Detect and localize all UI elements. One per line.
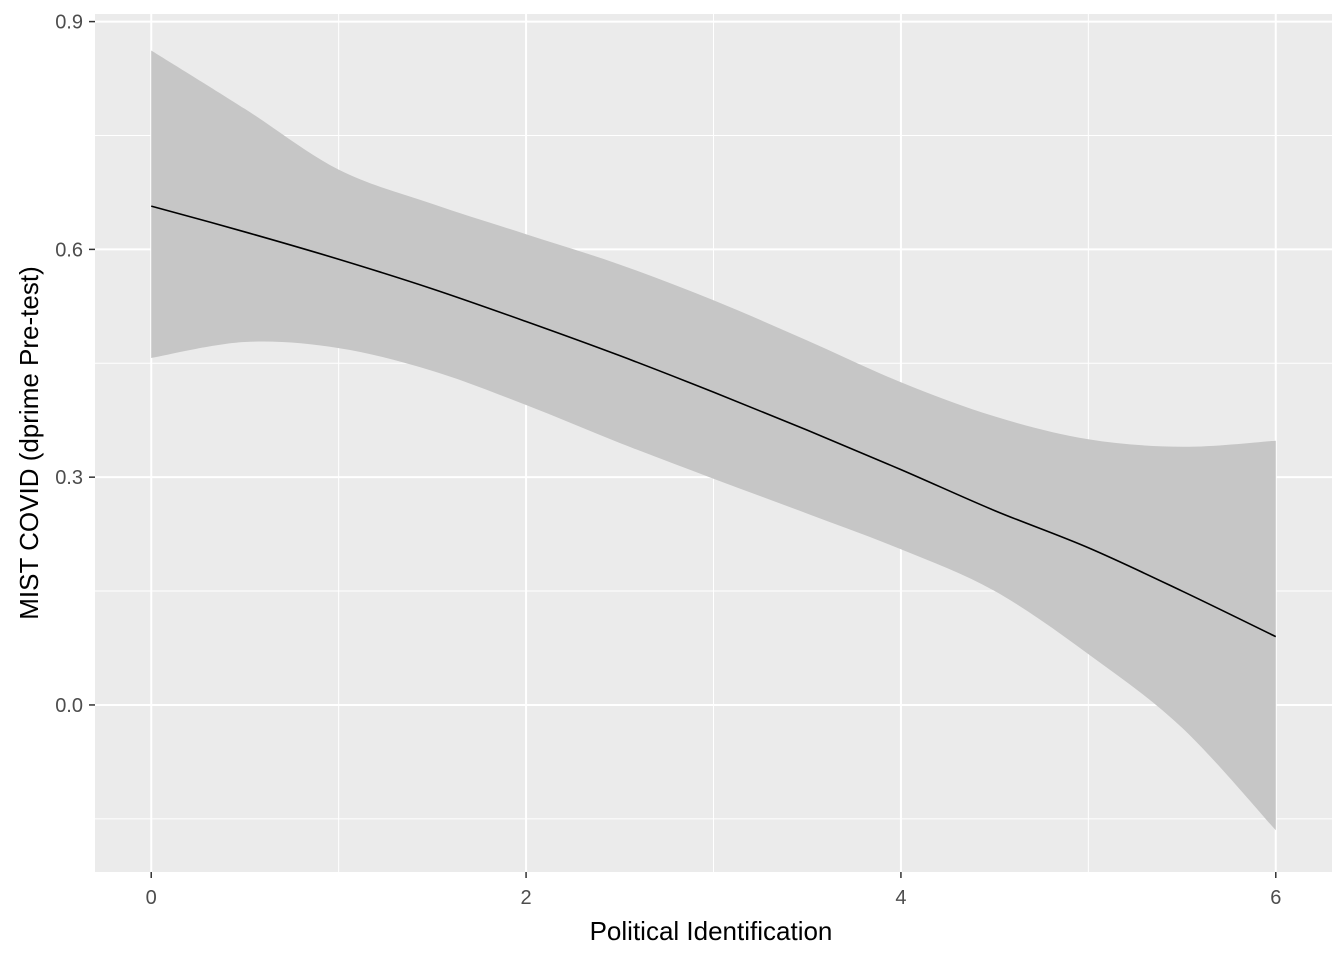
- y-tick-label: 0.9: [55, 12, 83, 34]
- y-axis: 0.0 0.3 0.6 0.9: [55, 12, 95, 717]
- y-tick-label: 0.0: [55, 695, 83, 717]
- fit-line: [151, 205, 1277, 638]
- x-tick-label: 6: [1270, 887, 1281, 909]
- y-axis-title: MIST COVID (dprime Pre-test): [14, 266, 44, 619]
- y-tick-label: 0.3: [55, 467, 83, 489]
- y-tick-label: 0.6: [55, 239, 83, 261]
- x-axis: 0 2 4 6: [146, 872, 1281, 909]
- x-tick-label: 4: [895, 887, 906, 909]
- x-axis-title: Political Identification: [590, 916, 833, 946]
- x-tick-label: 2: [521, 887, 532, 909]
- confidence-ribbon: [151, 50, 1276, 831]
- x-tick-label: 0: [146, 887, 157, 909]
